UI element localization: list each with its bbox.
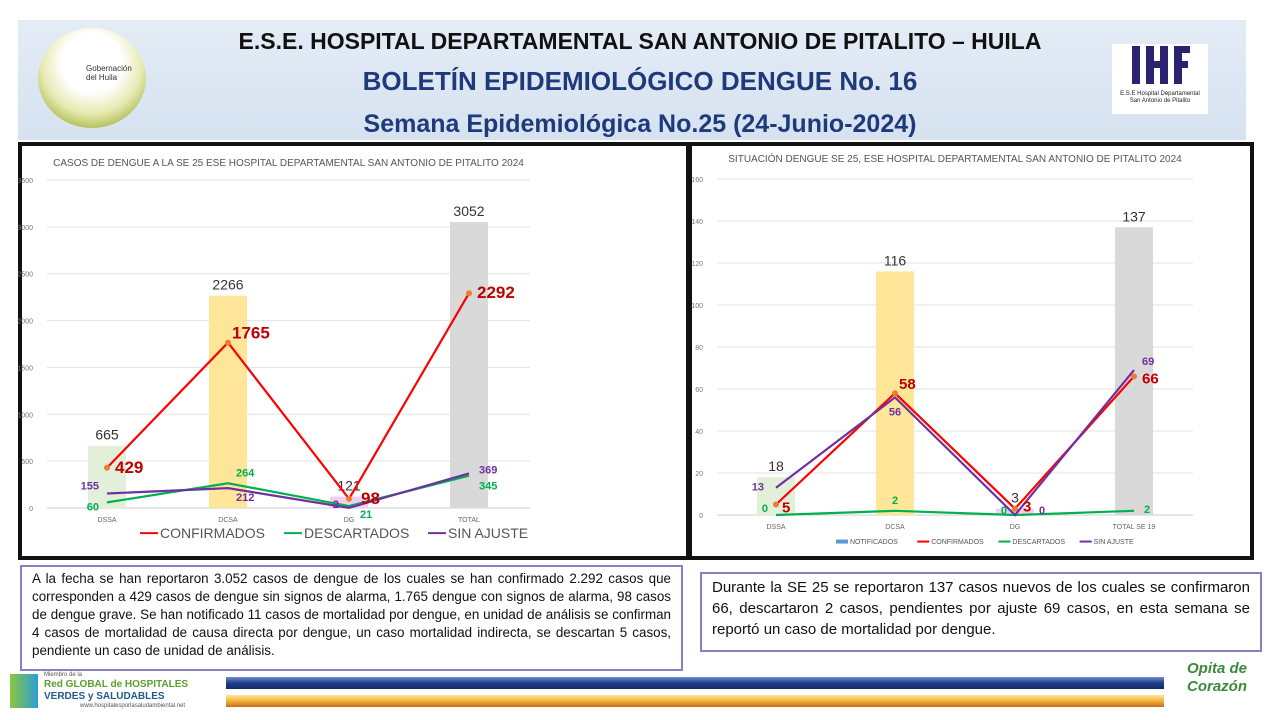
series-label: 0 — [1039, 505, 1045, 517]
series-label: 21 — [360, 509, 372, 521]
bar — [757, 477, 795, 515]
data-point — [1131, 373, 1137, 380]
chart-title: SITUACIÓN DENGUE SE 25, ESE HOSPITAL DEP… — [728, 152, 1182, 165]
bar-label: 18 — [768, 458, 784, 474]
series-label: 56 — [889, 406, 901, 418]
series-label: 13 — [752, 482, 764, 494]
chart-title: CASOS DE DENGUE A LA SE 25 ESE HOSPITAL … — [53, 158, 524, 169]
data-point — [466, 290, 472, 297]
x-tick-label: DCSA — [218, 517, 238, 524]
y-tick-label: 140 — [691, 219, 703, 226]
y-tick-label: 3500 — [17, 178, 33, 185]
data-point — [773, 501, 779, 508]
week-summary-text: Durante la SE 25 se reportaron 137 casos… — [700, 572, 1262, 652]
bar-label: 3 — [1011, 490, 1019, 506]
series-line-confirmados — [775, 375, 1135, 511]
x-tick-label: DG — [344, 517, 355, 524]
series-label: 60 — [87, 501, 99, 513]
legend-label: CONFIRMADOS — [931, 539, 984, 546]
series-line-confirmados — [106, 292, 470, 501]
series-label: 0 — [1001, 505, 1007, 517]
bulletin-title: BOLETÍN EPIDEMIOLÓGICO DENGUE No. 16 — [362, 66, 918, 96]
series-label: 429 — [115, 458, 143, 477]
series-label: 2292 — [477, 283, 515, 302]
bar-label: 137 — [1122, 208, 1146, 224]
y-tick-label: 2000 — [17, 319, 33, 326]
week-title: Semana Epidemiológica No.25 (24-Junio-20… — [363, 110, 917, 138]
data-point — [892, 390, 898, 397]
y-tick-label: 100 — [691, 303, 703, 310]
y-tick-label: 80 — [695, 345, 703, 352]
y-tick-label: 0 — [699, 513, 703, 520]
bar — [996, 508, 1034, 515]
series-label: 264 — [236, 467, 255, 479]
x-tick-label: DSSA — [766, 524, 785, 531]
series-label: 2 — [1144, 504, 1150, 516]
series-label: 5 — [782, 500, 790, 517]
series-label: 345 — [479, 481, 497, 493]
series-line-sin-ajuste — [106, 472, 470, 509]
series-label: 2 — [333, 499, 339, 511]
y-tick-label: 120 — [691, 261, 703, 268]
bar-label: 2266 — [212, 277, 243, 293]
legend-label: DESCARTADOS — [1012, 539, 1065, 546]
bar — [209, 295, 247, 508]
series-label: 2 — [892, 495, 898, 507]
bar — [450, 221, 488, 508]
x-tick-label: TOTAL — [458, 517, 480, 524]
y-tick-label: 20 — [695, 471, 703, 478]
series-label: 3 — [1023, 499, 1031, 516]
bar — [330, 496, 368, 508]
series-label: 212 — [236, 492, 254, 504]
bar-label: 3052 — [453, 203, 484, 219]
legend-label: NOTIFICADOS — [850, 539, 898, 546]
x-tick-label: TOTAL SE 19 — [1113, 524, 1156, 531]
data-point — [346, 495, 352, 502]
green-hospitals-logo: Miembro de la Red GLOBAL de HOSPITALES V… — [10, 672, 215, 712]
orange-stripe — [226, 695, 1164, 707]
y-tick-label: 60 — [695, 387, 703, 394]
series-line-sin-ajuste — [775, 369, 1135, 517]
data-point — [104, 464, 110, 471]
y-tick-label: 0 — [29, 506, 33, 513]
series-label: 1765 — [232, 324, 270, 343]
x-tick-label: DG — [1010, 524, 1021, 531]
legend-label: SIN AJUSTE — [1094, 539, 1134, 546]
y-tick-label: 1500 — [17, 365, 33, 372]
hospital-logo: E.S.E Hospital Departamental San Antonio … — [1112, 44, 1208, 114]
cumulative-summary-text: A la fecha se han reportaron 3.052 casos… — [20, 565, 683, 671]
y-tick-label: 500 — [21, 459, 33, 466]
legend-label: SIN AJUSTE — [448, 525, 528, 541]
y-tick-label: 2500 — [17, 272, 33, 279]
series-label: 98 — [361, 489, 380, 508]
y-tick-label: 40 — [695, 429, 703, 436]
series-label: 155 — [81, 480, 99, 492]
x-tick-label: DSSA — [97, 517, 116, 524]
opita-logo: Opita de Corazón — [1186, 660, 1247, 695]
gobernacion-logo: Gobernación del Huila — [38, 28, 146, 128]
blue-stripe — [226, 677, 1164, 689]
y-tick-label: 160 — [691, 177, 703, 184]
header-banner — [18, 20, 1246, 140]
legend-label: CONFIRMADOS — [160, 525, 265, 541]
series-line-descartados — [775, 509, 1135, 517]
y-tick-label: 1000 — [17, 412, 33, 419]
data-point — [225, 339, 231, 346]
y-tick-label: 3000 — [17, 225, 33, 232]
bar-label: 116 — [884, 252, 907, 268]
bar-label: 665 — [95, 427, 119, 443]
data-point — [1012, 505, 1018, 512]
series-label: 69 — [1142, 356, 1154, 368]
series-label: 369 — [479, 464, 497, 476]
x-tick-label: DCSA — [885, 524, 905, 531]
series-label: 66 — [1142, 370, 1159, 387]
series-label: 58 — [899, 376, 916, 393]
legend-label: DESCARTADOS — [304, 525, 409, 541]
series-label: 0 — [762, 503, 768, 515]
hospital-title: E.S.E. HOSPITAL DEPARTAMENTAL SAN ANTONI… — [238, 28, 1042, 54]
